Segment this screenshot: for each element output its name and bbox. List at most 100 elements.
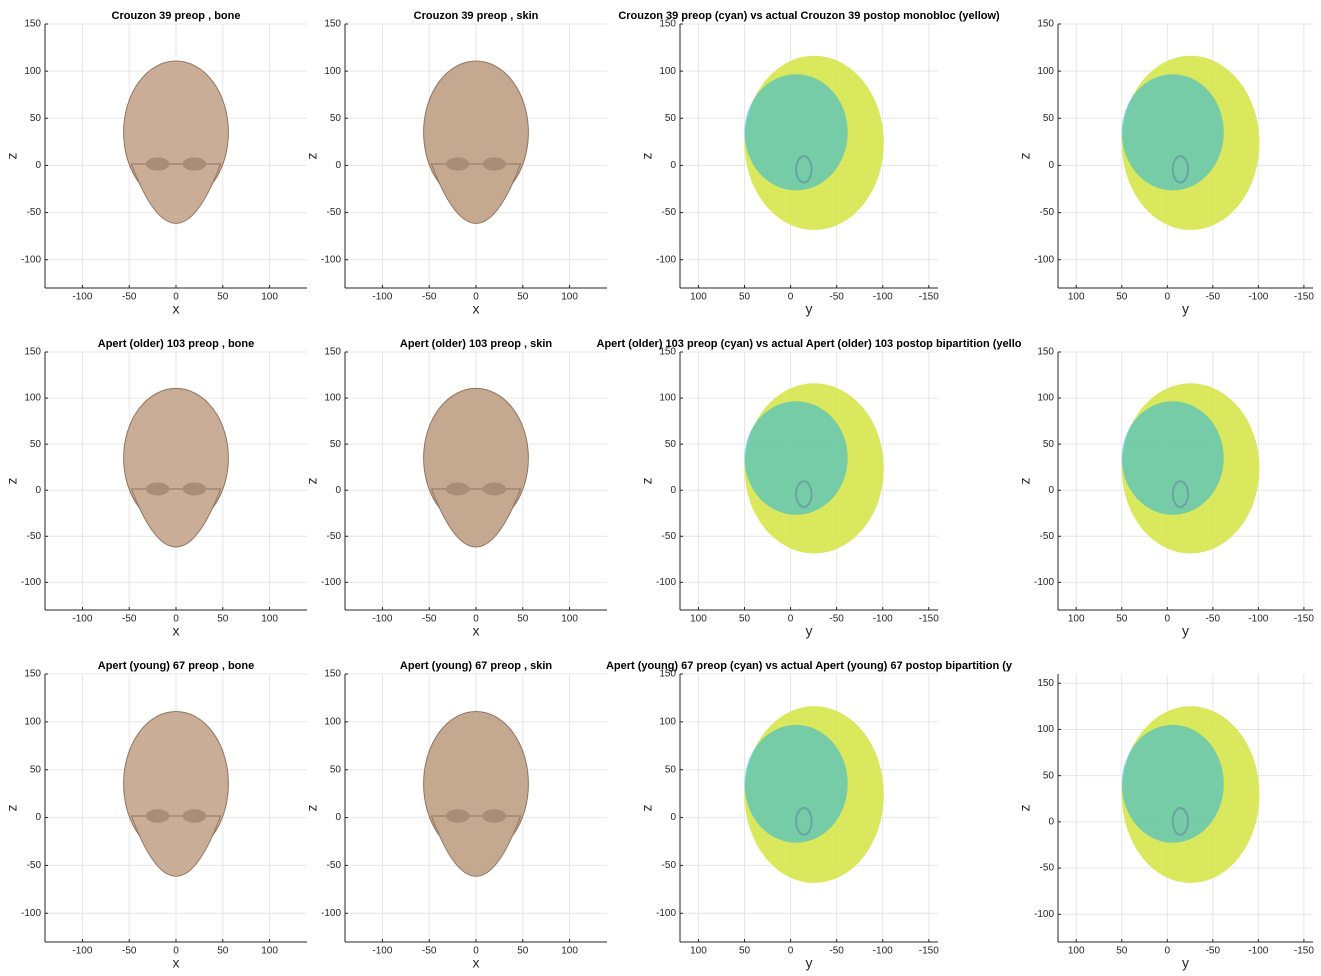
y-tick-label: 150	[1037, 19, 1054, 30]
x-tick-label: -100	[372, 946, 392, 957]
x-tick-label: -100	[372, 292, 392, 303]
preop-surface	[744, 74, 848, 191]
y-tick-label: -50	[1040, 863, 1055, 874]
y-tick-label: 0	[335, 812, 341, 823]
x-tick-label: 50	[1116, 292, 1128, 303]
y-tick-label: 0	[670, 160, 676, 171]
x-axis-label: y	[806, 301, 813, 317]
y-tick-label: -100	[1034, 909, 1054, 920]
x-tick-label: 0	[173, 946, 179, 957]
y-tick-label: 0	[35, 812, 41, 823]
x-tick-label: -150	[919, 292, 939, 303]
y-tick-label: 150	[24, 669, 41, 680]
y-tick-label: 50	[330, 764, 342, 775]
face-surface	[130, 815, 222, 877]
x-tick-label: 0	[473, 292, 479, 303]
y-tick-label: 100	[659, 393, 676, 404]
y-axis-label: z	[4, 153, 20, 160]
y-tick-label: -50	[327, 860, 342, 871]
eye	[482, 157, 507, 171]
panel-title: Crouzon 39 preop (cyan) vs actual Crouzo…	[618, 10, 1000, 22]
x-tick-label: 50	[217, 946, 229, 957]
panel-title: Crouzon 39 preop , skin	[414, 10, 539, 22]
x-tick-label: 50	[739, 614, 751, 625]
panel: -100 -50 0 50 100 -100 -50 0 50 100 150 Apert (youn…	[4, 660, 307, 971]
x-axis-label: y	[806, 955, 813, 971]
x-tick-label: -50	[829, 946, 844, 957]
x-axis-label: x	[173, 301, 180, 317]
y-tick-label: 100	[324, 716, 341, 727]
y-tick-label: 150	[24, 347, 41, 358]
x-tick-label: 100	[561, 614, 578, 625]
x-tick-label: -50	[122, 292, 137, 303]
preop-surface	[1121, 401, 1224, 515]
ear	[795, 155, 813, 184]
x-tick-label: 100	[1068, 946, 1085, 957]
y-tick-label: -50	[27, 207, 42, 218]
x-tick-label: 100	[690, 946, 707, 957]
x-axis-label: y	[806, 623, 813, 639]
x-tick-label: 100	[561, 946, 578, 957]
preop-surface	[1121, 724, 1224, 843]
x-tick-label: 50	[1116, 614, 1128, 625]
eye	[145, 482, 170, 496]
y-axis-label: z	[304, 153, 320, 160]
panel-title: Apert (young) 67 preop (cyan) vs actual …	[606, 660, 1013, 672]
panel: -100 -50 0 50 100 -100 -50 0 50 100 150 Apert (olde…	[304, 338, 607, 639]
y-axis-label: z	[639, 153, 655, 160]
y-tick-label: 150	[659, 347, 676, 358]
y-tick-label: 150	[659, 669, 676, 680]
y-tick-label: 150	[24, 19, 41, 30]
panel: 100 50 0 -50 -100 -150 -100 -50 0 50 100 150Crouzon…	[618, 10, 1000, 317]
y-tick-label: -100	[1034, 577, 1054, 588]
eye	[182, 157, 207, 171]
panel-title: Apert (older) 103 preop , bone	[98, 338, 254, 350]
y-tick-label: 50	[30, 439, 42, 450]
x-tick-label: 0	[473, 614, 479, 625]
panel: 100 50 0 -50 -100 -150 -100 -50 0 50 100 150 y z	[1017, 674, 1314, 971]
x-tick-label: 0	[1165, 614, 1171, 625]
x-tick-label: -100	[72, 292, 92, 303]
y-tick-label: 50	[665, 764, 677, 775]
panel: -100 -50 0 50 100 -100 -50 0 50 100 150 Apert (youn…	[304, 660, 607, 971]
x-tick-label: 100	[690, 614, 707, 625]
x-tick-label: 100	[1068, 292, 1085, 303]
ear	[1171, 155, 1190, 184]
ear	[795, 806, 813, 836]
y-tick-label: -100	[656, 254, 676, 265]
x-tick-label: -50	[422, 614, 437, 625]
x-tick-label: 100	[261, 946, 278, 957]
y-tick-label: -100	[656, 577, 676, 588]
eye	[482, 809, 507, 823]
x-tick-label: 0	[1165, 292, 1171, 303]
panel-title: Apert (older) 103 preop (cyan) vs actual…	[597, 338, 1022, 350]
face-surface	[430, 815, 522, 877]
face-surface	[430, 163, 522, 224]
y-tick-label: 150	[324, 347, 341, 358]
y-tick-label: 150	[1037, 678, 1054, 689]
y-tick-label: -50	[27, 860, 42, 871]
x-tick-label: 50	[1116, 946, 1128, 957]
y-tick-label: 0	[670, 812, 676, 823]
x-tick-label: -50	[829, 614, 844, 625]
eye	[482, 482, 507, 496]
y-tick-label: 0	[35, 485, 41, 496]
x-axis-label: y	[1182, 623, 1189, 639]
y-tick-label: -100	[321, 254, 341, 265]
y-tick-label: -50	[1040, 531, 1055, 542]
y-tick-label: -100	[1034, 254, 1054, 265]
y-tick-label: 50	[30, 113, 42, 124]
panel: 100 50 0 -50 -100 -150 -100 -50 0 50 100 150 y z	[1017, 347, 1315, 639]
y-tick-label: 50	[1043, 439, 1055, 450]
ear	[1171, 806, 1190, 836]
y-tick-label: -50	[327, 531, 342, 542]
y-tick-label: -100	[321, 908, 341, 919]
x-tick-label: 100	[690, 292, 707, 303]
y-tick-label: 100	[324, 66, 341, 77]
x-tick-label: -100	[873, 292, 893, 303]
eye	[145, 157, 170, 171]
x-tick-label: -100	[1248, 946, 1268, 957]
x-axis-label: x	[173, 623, 180, 639]
